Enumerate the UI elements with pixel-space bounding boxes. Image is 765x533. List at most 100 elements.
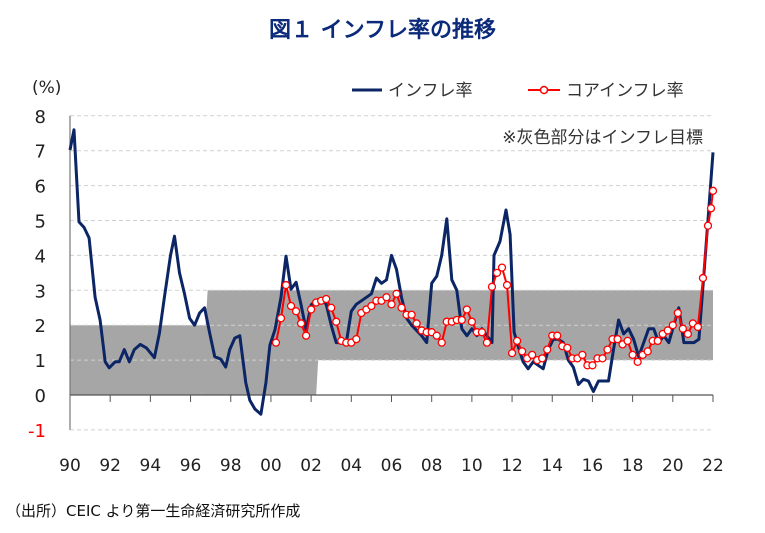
- core-inflation-point: [332, 317, 341, 326]
- core-inflation-point: [512, 336, 522, 346]
- core-inflation-point: [306, 305, 316, 314]
- core-inflation-point: [628, 350, 637, 360]
- core-inflation-point: [271, 338, 281, 347]
- core-inflation-point: [668, 321, 677, 330]
- target-note: ※灰色部分はインフレ目標: [502, 128, 703, 148]
- core-inflation-point: [678, 324, 688, 333]
- core-inflation-point: [457, 315, 466, 325]
- core-inflation-point: [693, 322, 703, 332]
- core-inflation-point: [407, 310, 416, 319]
- x-tick-label: 94: [140, 456, 162, 476]
- target-band-segment: [201, 290, 323, 395]
- y-tick-label: 2: [35, 316, 46, 337]
- core-inflation-point: [367, 301, 376, 311]
- x-tick-label: 98: [220, 456, 242, 476]
- core-inflation-point: [563, 343, 572, 353]
- inflation-line: [68, 128, 715, 416]
- core-inflation-point: [437, 338, 446, 347]
- core-inflation-point: [492, 268, 502, 278]
- axes: [69, 115, 714, 430]
- x-tick-label: 06: [381, 456, 403, 476]
- core-inflation-point: [301, 331, 311, 340]
- core-inflation-point: [397, 303, 406, 312]
- y-tick-labels: -1 0 1 2 3 4 5 6 7 8: [28, 107, 46, 442]
- x-tick-label: 14: [541, 456, 563, 476]
- source-note: （出所）CEIC より第一生命経済研究所作成: [6, 502, 301, 520]
- x-tick-label: 02: [300, 456, 322, 476]
- core-inflation-point: [578, 350, 587, 360]
- y-tick-label: 0: [35, 386, 46, 407]
- core-inflation-point: [543, 345, 552, 354]
- legend-marker-core: [539, 85, 549, 95]
- core-inflation-point: [623, 336, 632, 346]
- x-tick-label: 00: [260, 456, 282, 476]
- legend-label-inflation: インフレ率: [388, 81, 473, 101]
- core-inflation-point: [497, 263, 507, 272]
- y-tick-label: 5: [35, 212, 46, 233]
- legend: インフレ率 コアインフレ率: [352, 81, 684, 101]
- core-inflation-point: [467, 317, 477, 326]
- x-tick-label: 16: [582, 456, 604, 476]
- core-inflation-point: [708, 186, 718, 195]
- x-tick-label: 92: [99, 456, 121, 476]
- core-inflation-point: [643, 347, 652, 356]
- core-inflation-point: [502, 280, 512, 290]
- core-inflation-point: [538, 354, 547, 363]
- x-tick-labels: 90 92 94 96 98 00 02 04 06 08 10 12 14 16 18 20 22: [59, 456, 724, 476]
- x-tick-label: 90: [59, 456, 81, 476]
- y-tick-label: 1: [35, 351, 46, 372]
- core-inflation-point: [296, 319, 306, 328]
- core-inflation-point: [432, 331, 441, 340]
- series-lines: [68, 128, 718, 416]
- core-inflation-point: [507, 348, 517, 358]
- core-inflation-point: [286, 301, 296, 311]
- core-inflation-point: [462, 305, 472, 314]
- chart-title: 図１ インフレ率の推移: [269, 18, 496, 43]
- core-inflation-point: [412, 319, 421, 328]
- y-tick-label: 6: [35, 177, 46, 198]
- core-inflation-point: [598, 354, 607, 363]
- y-tick-label: 4: [35, 246, 46, 267]
- target-band-segment: [70, 325, 208, 395]
- core-inflation-point: [281, 280, 291, 290]
- core-inflation-point: [327, 303, 336, 312]
- x-tick-label: 08: [421, 456, 443, 476]
- x-tick-label: 10: [461, 456, 483, 476]
- y-tick-label: 7: [35, 142, 46, 163]
- core-inflation-point: [653, 336, 662, 346]
- x-tick-label: 96: [180, 456, 202, 476]
- x-tick-label: 20: [662, 456, 684, 476]
- core-inflation-point: [352, 335, 361, 344]
- core-inflation-point: [482, 338, 492, 347]
- core-inflation-point: [291, 307, 301, 316]
- core-inflation-point: [698, 273, 708, 283]
- core-inflation-point: [683, 329, 693, 339]
- core-inflation-point: [392, 289, 401, 298]
- y-axis-label: (%): [32, 78, 61, 98]
- y-tick-label: 3: [35, 281, 46, 302]
- legend-label-core: コアインフレ率: [566, 81, 684, 101]
- core-inflation-point: [588, 361, 597, 370]
- core-inflation-point: [528, 350, 537, 360]
- core-inflation-point: [613, 335, 622, 344]
- core-inflation-point: [517, 347, 527, 356]
- x-tick-label: 04: [340, 456, 362, 476]
- core-inflation-point: [382, 293, 391, 302]
- core-inflation-point: [322, 294, 331, 304]
- y-tick-label: -1: [28, 421, 46, 442]
- core-inflation-point: [487, 282, 497, 291]
- core-inflation-point: [706, 204, 716, 213]
- core-inflation-point: [387, 300, 396, 309]
- x-tick-label: 18: [622, 456, 644, 476]
- core-inflation-point: [673, 308, 682, 318]
- core-inflation-point: [276, 314, 286, 323]
- x-tick-label: 22: [702, 456, 724, 476]
- y-tick-label: 8: [35, 107, 46, 128]
- core-inflation-point: [477, 328, 487, 337]
- core-inflation-point: [703, 221, 713, 230]
- gridlines: [70, 115, 713, 431]
- core-inflation-point: [603, 345, 612, 354]
- x-tick-label: 12: [501, 456, 523, 476]
- core-inflation-point: [553, 331, 562, 340]
